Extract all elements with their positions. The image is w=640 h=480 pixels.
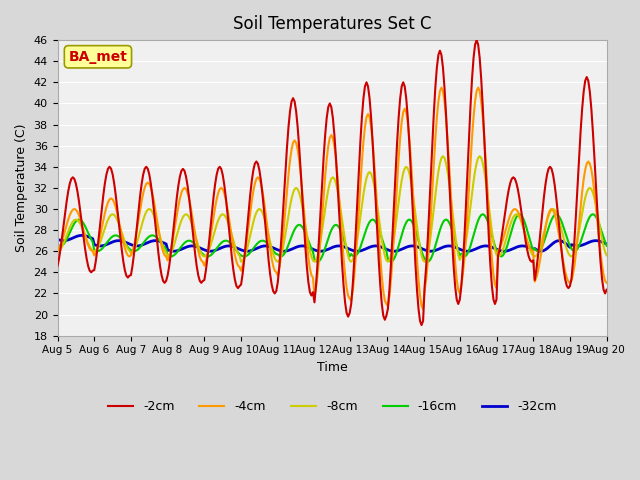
Legend: -2cm, -4cm, -8cm, -16cm, -32cm: -2cm, -4cm, -8cm, -16cm, -32cm [103,395,561,418]
Text: BA_met: BA_met [68,50,127,64]
Title: Soil Temperatures Set C: Soil Temperatures Set C [233,15,431,33]
Y-axis label: Soil Temperature (C): Soil Temperature (C) [15,124,28,252]
X-axis label: Time: Time [317,361,348,374]
